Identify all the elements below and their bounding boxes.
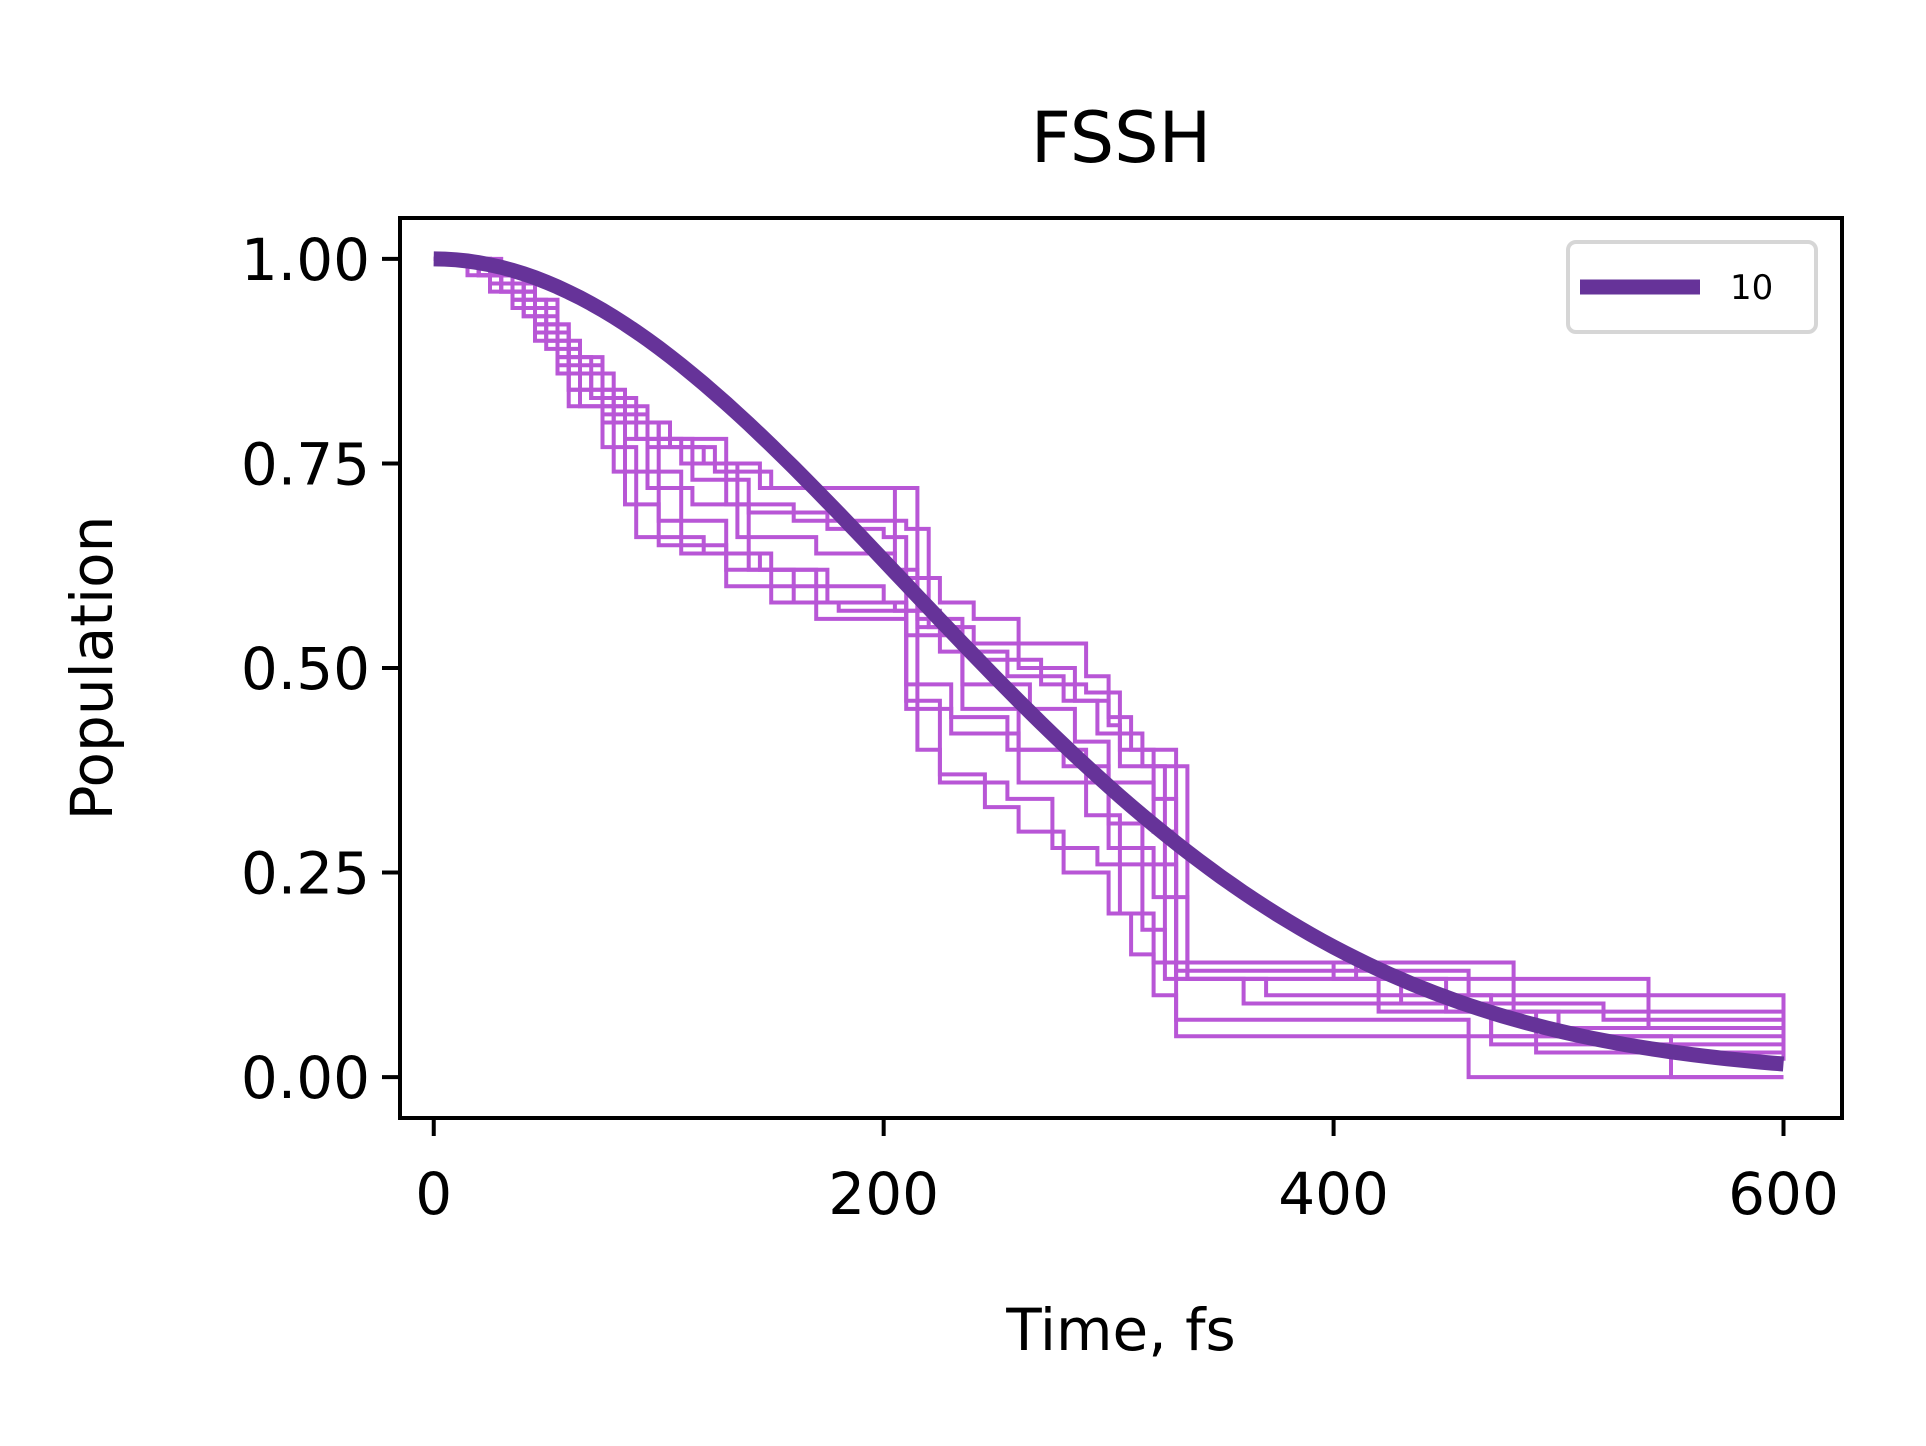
plot-area xyxy=(433,251,1786,1080)
y-tick-label: 0.25 xyxy=(241,840,370,908)
y-tick-label: 0.50 xyxy=(241,635,370,703)
x-tick-label: 0 xyxy=(415,1160,452,1228)
y-tick-label: 1.00 xyxy=(241,226,370,294)
trajectory-line-10 xyxy=(433,256,1784,1080)
x-tick-label: 200 xyxy=(828,1160,939,1228)
average-population-line xyxy=(433,251,1785,1072)
y-tick-label: 0.00 xyxy=(241,1044,370,1112)
legend: 10 xyxy=(1566,240,1818,334)
x-axis-label: Time, fs xyxy=(1005,1296,1235,1364)
legend-label: 10 xyxy=(1730,268,1773,308)
y-axis-label: Population xyxy=(58,516,126,821)
chart-title: FSSH xyxy=(1031,97,1212,179)
x-tick-label: 400 xyxy=(1278,1160,1389,1228)
trajectory-line-7 xyxy=(433,256,1784,1055)
y-tick-label: 0.75 xyxy=(241,430,370,498)
trajectory-line-9 xyxy=(433,256,1784,1080)
x-tick-label: 600 xyxy=(1728,1160,1839,1228)
axes: 0 200 400 600 0.00 0.25 0.50 0.75 1.00 xyxy=(241,216,1844,1228)
